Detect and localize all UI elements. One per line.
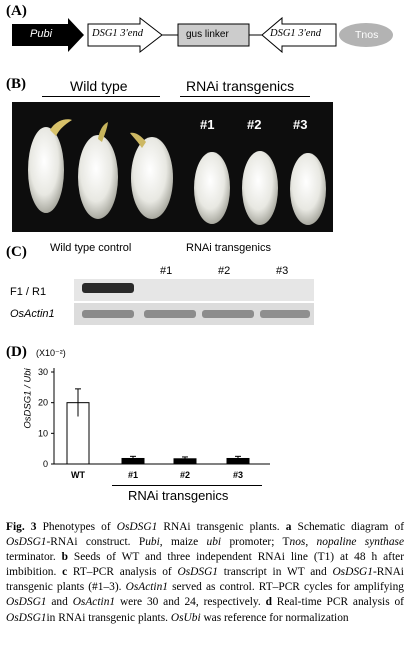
gel-band-1-actin: [144, 310, 196, 318]
caption-t13: nopaline synthase: [316, 536, 404, 549]
gus-linker-label: gus linker: [186, 29, 229, 40]
figure-caption: Fig. 3 Phenotypes of OsDSG1 RNAi transge…: [6, 520, 404, 626]
panel-a-label: (A): [6, 3, 27, 19]
caption-t20: -RNAi transgenic plants (#1–3).: [6, 566, 404, 594]
y-exponent: (X10⁻²): [36, 348, 66, 358]
caption-d: d: [265, 596, 272, 609]
pubi-promoter-arrow: [12, 18, 84, 52]
caption-t6: -RNAi construct. P: [46, 536, 146, 549]
caption-t14: terminator.: [6, 551, 62, 564]
caption-t19: OsDSG1: [332, 566, 373, 579]
x-group-label: RNAi transgenics: [128, 488, 229, 503]
caption-a: a: [285, 521, 292, 533]
rnai-heading: RNAi transgenics: [186, 78, 295, 94]
caption-t10: promoter; T: [221, 536, 290, 549]
caption-b: b: [61, 551, 68, 564]
caption-t28: OsDSG1: [6, 611, 47, 624]
caption-t16: RT–PCR analysis of: [67, 566, 178, 579]
y-tick-label-1: 10: [38, 428, 48, 438]
gel-lane-3: #3: [276, 265, 289, 277]
caption-t9: ubi: [206, 536, 222, 549]
wt-seed-2: [78, 122, 118, 219]
rnai-construct-diagram: [12, 16, 393, 54]
tnos-label: Tnos: [355, 29, 379, 41]
seed-line-1: #1: [200, 117, 215, 132]
y-tick-label-0: 0: [43, 459, 48, 469]
panel-c-label: (C): [6, 244, 27, 260]
rnai-seed-1: [194, 152, 230, 224]
gel-band-2-actin: [202, 310, 254, 318]
caption-t2: OsDSG1: [116, 521, 158, 533]
y-tick-label-2: 20: [38, 398, 48, 408]
gel-row-label-f1r1: F1 / R1: [10, 286, 47, 298]
wt-seed-3: [130, 132, 173, 219]
caption-t18: transcript in WT and: [218, 566, 333, 579]
caption-t26: were 30 and 24, respectively.: [115, 596, 266, 609]
gel-lane-2: #2: [218, 265, 231, 277]
caption-t22: served as control. RT–PCR cycles for amp…: [168, 581, 404, 594]
rnai-gel-heading: RNAi transgenics: [186, 242, 271, 254]
pubi-label: Pubi: [30, 28, 53, 40]
caption-t7: ubi: [145, 536, 160, 549]
caption-t27: Real-time PCR analysis of: [271, 596, 404, 609]
dsg1-sense-arrow: [87, 16, 163, 54]
caption-c: c: [62, 566, 68, 579]
x-tick-label-3: #3: [233, 470, 243, 480]
gel-row-label-actin: OsActin1: [10, 308, 55, 320]
y-tick-label-3: 30: [38, 367, 48, 377]
seeds-photo: [12, 102, 333, 232]
wt-seed-1: [28, 119, 72, 213]
gel-band-wt-actin: [82, 310, 134, 318]
gel-f1r1-strip: [74, 279, 314, 301]
tnos-terminator-ellipse: [339, 23, 393, 47]
panel-b-label: (B): [6, 76, 26, 92]
caption-t17: OsDSG1: [177, 566, 218, 579]
wild-type-underline: [42, 96, 160, 97]
caption-t11: nos: [289, 536, 306, 549]
rnai-underline: [180, 96, 310, 97]
gel-band-3-actin: [260, 310, 310, 318]
gel-band-wt-f1r1: [82, 283, 134, 293]
caption-t29: in RNAi transgenic plants.: [46, 611, 171, 624]
caption-t1: Phenotypes of: [36, 521, 117, 533]
x-tick-label-0: WT: [71, 470, 85, 480]
wild-type-heading: Wild type: [70, 78, 128, 94]
caption-t8: , maize: [159, 536, 207, 549]
caption-t25: OsActin1: [72, 596, 116, 609]
caption-t15: Seeds of WT and three independent RNAi l…: [6, 551, 404, 579]
dsg1-antisense-label: DSG1 3'end: [270, 28, 321, 39]
caption-t23: OsDSG1: [6, 596, 47, 609]
x-group-underline: [112, 485, 262, 486]
panel-d-label: (D): [6, 344, 27, 360]
caption-t31: was reference for normalization: [200, 611, 349, 624]
seed-line-3: #3: [293, 117, 308, 132]
x-tick-label-1: #1: [128, 470, 138, 480]
caption-t21: OsActin1: [125, 581, 168, 594]
caption-t3: RNAi transgenic plants.: [157, 521, 286, 533]
gel-lane-1: #1: [160, 265, 173, 277]
caption-t30: OsUbi: [170, 611, 201, 624]
caption-t12: ,: [305, 536, 317, 549]
seed-line-2: #2: [247, 117, 262, 132]
rnai-seed-3: [290, 153, 326, 225]
dsg1-sense-label: DSG1 3'end: [92, 28, 143, 39]
realtime-pcr-chart: 0 10 20 30 WT #1 #2 #3: [38, 367, 270, 480]
caption-t5: OsDSG1: [6, 536, 47, 549]
wt-control-heading: Wild type control: [50, 242, 132, 254]
caption-fig: Fig. 3: [6, 521, 37, 533]
gel-actin-strip: [74, 303, 314, 325]
caption-t24: and: [46, 596, 73, 609]
caption-t4: Schematic diagram of: [291, 521, 404, 533]
x-tick-label-2: #2: [180, 470, 190, 480]
dsg1-antisense-arrow: [261, 16, 337, 54]
rnai-seed-2: [242, 151, 278, 225]
